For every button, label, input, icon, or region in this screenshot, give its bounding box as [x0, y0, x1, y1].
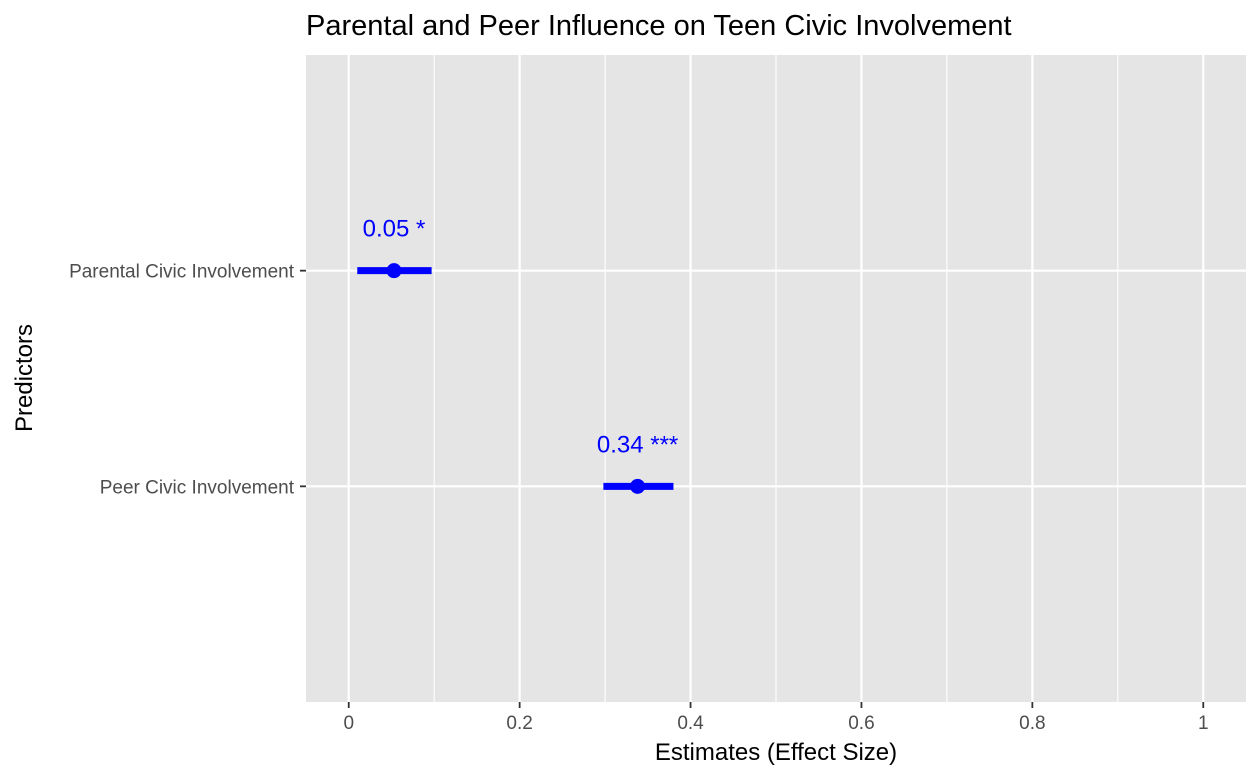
major-gridlines [306, 55, 1246, 702]
minor-gridlines [433, 55, 1119, 702]
y-axis: Parental Civic Involvement Peer Civic Inv… [69, 262, 306, 498]
estimate-label: 0.34 *** [597, 431, 678, 458]
x-tick-label: 0.8 [1019, 713, 1045, 734]
estimate-point [630, 478, 646, 494]
x-axis-title: Estimates (Effect Size) [655, 739, 897, 766]
x-tick-label: 0 [343, 713, 354, 734]
estimate-label: 0.05 * [363, 216, 426, 243]
x-tick-label: 1 [1198, 713, 1209, 734]
y-tick-label: Peer Civic Involvement [100, 477, 295, 498]
x-axis: 0 0.2 0.4 0.6 0.8 1 [343, 702, 1209, 734]
chart-title: Parental and Peer Influence on Teen Civi… [306, 10, 1012, 42]
x-tick-label: 0.4 [677, 713, 704, 734]
y-tick-label: Parental Civic Involvement [69, 262, 295, 283]
estimate-marks: 0.05 * 0.34 *** [357, 216, 678, 494]
x-tick-label: 0.6 [848, 713, 874, 734]
x-tick-label: 0.2 [506, 713, 532, 734]
estimate-point [386, 263, 402, 279]
y-axis-title: Predictors [11, 324, 38, 432]
